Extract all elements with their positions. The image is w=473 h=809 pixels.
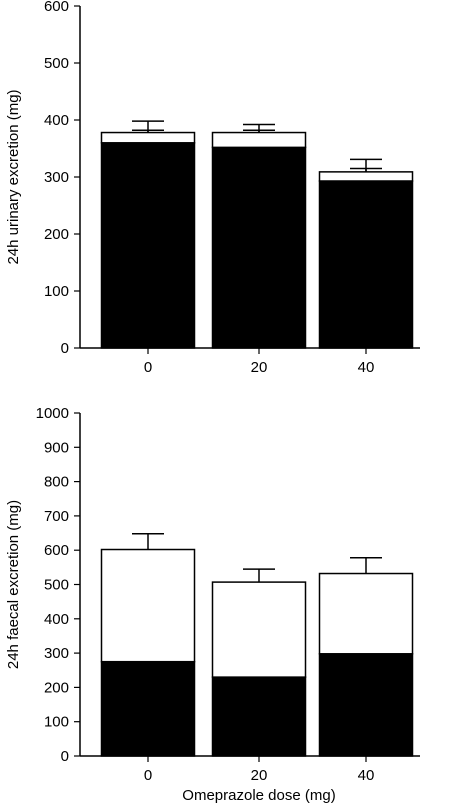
x-tick-label: 40	[358, 767, 375, 784]
bar-segment-open	[318, 171, 414, 182]
urinary-excretion-panel: 0 100 200 300 400 500 600 0 20 40 24h urinary excr…	[5, 0, 420, 376]
bar-segment-open	[318, 572, 414, 655]
y-tick-label: 100	[44, 283, 69, 300]
y-tick-label: 300	[44, 645, 69, 662]
y-axis-title: 24h faecal excretion (mg)	[5, 500, 22, 669]
faecal-excretion-panel: 0 100 200 300 400 500 600 700 800 900 1000 0 20 40 24h…	[5, 405, 420, 804]
bar-segment-open	[211, 131, 307, 149]
bar-segment-filled	[211, 146, 307, 349]
x-tick-label: 40	[358, 359, 375, 376]
y-tick-label: 0	[61, 340, 69, 357]
y-tick-label: 300	[44, 169, 69, 186]
bar-segment-open	[100, 131, 196, 144]
bar-segment-filled	[211, 676, 307, 757]
x-tick-label: 20	[251, 767, 268, 784]
y-tick-label: 0	[61, 748, 69, 765]
bar-segment-filled	[100, 660, 196, 757]
y-axis-title: 24h urinary excretion (mg)	[5, 89, 22, 264]
bar-segment-open	[100, 548, 196, 663]
y-tick-label: 1000	[36, 405, 69, 422]
y-tick-label: 200	[44, 679, 69, 696]
x-tick-label: 0	[144, 767, 152, 784]
y-tick-label: 700	[44, 508, 69, 525]
y-tick-label: 900	[44, 439, 69, 456]
bar-segment-filled	[100, 142, 196, 349]
y-tick-label: 500	[44, 577, 69, 594]
y-tick-label: 500	[44, 55, 69, 72]
x-axis-title: Omeprazole dose (mg)	[182, 787, 335, 804]
y-tick-label: 600	[44, 542, 69, 559]
bar-segment-open	[211, 581, 307, 678]
x-tick-label: 0	[144, 359, 152, 376]
bar-segment-filled	[318, 653, 414, 757]
y-tick-label: 200	[44, 226, 69, 243]
y-tick-label: 800	[44, 474, 69, 491]
bar-segment-filled	[318, 180, 414, 349]
x-tick-label: 20	[251, 359, 268, 376]
y-tick-label: 400	[44, 112, 69, 129]
y-tick-label: 400	[44, 611, 69, 628]
y-tick-label: 600	[44, 0, 69, 15]
y-tick-label: 100	[44, 714, 69, 731]
